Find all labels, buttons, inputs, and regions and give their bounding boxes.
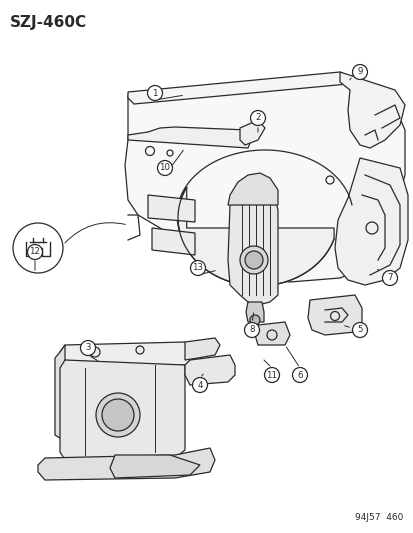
Circle shape (382, 271, 396, 286)
Polygon shape (60, 360, 185, 462)
Text: 5: 5 (356, 326, 362, 335)
Circle shape (192, 377, 207, 392)
Text: 10: 10 (159, 164, 170, 173)
Circle shape (190, 261, 205, 276)
Polygon shape (110, 455, 199, 478)
Circle shape (96, 393, 140, 437)
Circle shape (102, 399, 134, 431)
Polygon shape (38, 448, 214, 480)
Text: 9: 9 (356, 68, 362, 77)
Circle shape (244, 251, 262, 269)
Circle shape (244, 322, 259, 337)
Text: 6: 6 (297, 370, 302, 379)
Circle shape (240, 246, 267, 274)
Text: 4: 4 (197, 381, 202, 390)
Polygon shape (178, 187, 333, 286)
Circle shape (147, 85, 162, 101)
Polygon shape (185, 338, 219, 360)
Text: 12: 12 (29, 247, 40, 256)
Text: 94J57  460: 94J57 460 (354, 513, 402, 522)
Circle shape (250, 110, 265, 125)
Circle shape (351, 322, 367, 337)
Polygon shape (307, 295, 361, 335)
Text: SZJ-460C: SZJ-460C (10, 15, 87, 30)
Polygon shape (334, 158, 407, 285)
Circle shape (249, 315, 259, 325)
Polygon shape (185, 355, 235, 385)
Text: 7: 7 (386, 273, 392, 282)
Text: 3: 3 (85, 343, 90, 352)
Polygon shape (240, 120, 264, 145)
Circle shape (292, 367, 307, 383)
Polygon shape (152, 228, 195, 255)
Circle shape (264, 367, 279, 383)
Circle shape (27, 245, 43, 260)
Polygon shape (55, 345, 65, 438)
Polygon shape (254, 322, 289, 345)
Circle shape (13, 223, 63, 273)
Polygon shape (339, 72, 404, 148)
Polygon shape (125, 78, 404, 282)
Polygon shape (228, 173, 277, 205)
Text: 1: 1 (152, 88, 157, 98)
Polygon shape (128, 72, 355, 104)
Text: 13: 13 (192, 263, 203, 272)
Text: 8: 8 (249, 326, 254, 335)
Text: 11: 11 (266, 370, 277, 379)
Polygon shape (60, 342, 197, 368)
Text: 2: 2 (255, 114, 260, 123)
Polygon shape (228, 188, 277, 305)
Circle shape (351, 64, 367, 79)
Polygon shape (147, 195, 195, 222)
Polygon shape (245, 302, 263, 322)
Circle shape (80, 341, 95, 356)
Polygon shape (128, 127, 252, 148)
Circle shape (157, 160, 172, 175)
